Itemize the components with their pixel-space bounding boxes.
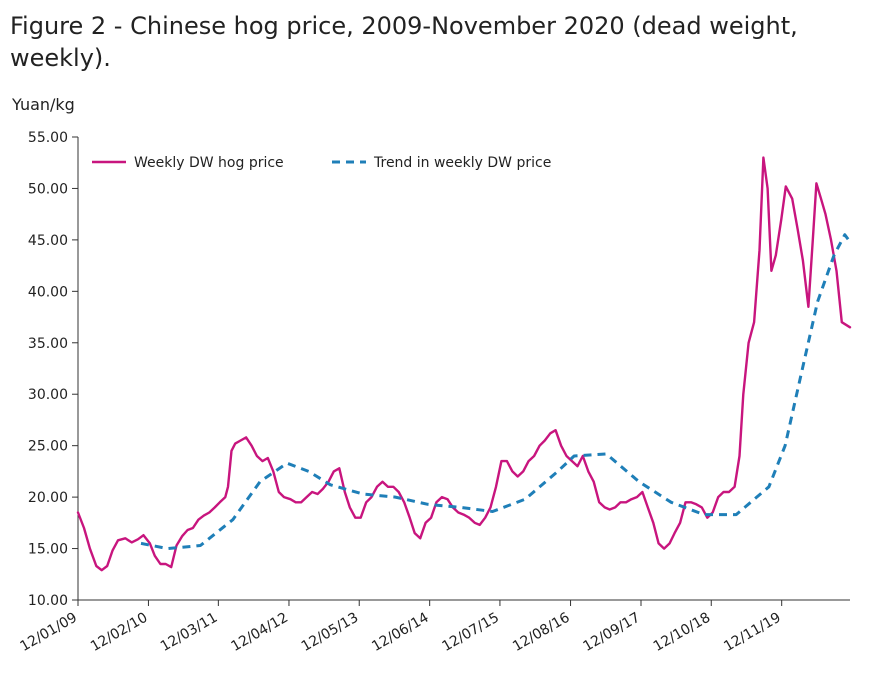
y-tick-label: 40.00 — [28, 284, 68, 300]
legend-label-weekly-price: Weekly DW hog price — [134, 155, 284, 171]
x-tick-label: 12/07/15 — [439, 610, 501, 655]
x-tick-label: 12/02/10 — [88, 610, 150, 655]
y-axis-unit-label: Yuan/kg — [11, 95, 75, 114]
y-tick-label: 50.00 — [28, 181, 68, 197]
x-tick-label: 12/10/18 — [651, 610, 713, 655]
x-tick-label: 12/06/14 — [369, 610, 432, 655]
x-tick-label: 12/09/17 — [581, 610, 643, 655]
x-tick-label: 12/05/13 — [299, 610, 361, 655]
x-tick-label: 12/08/16 — [510, 610, 573, 655]
series-line-trend — [140, 233, 852, 551]
y-tick-label: 20.00 — [28, 490, 68, 506]
series-line-weekly-price — [76, 156, 852, 572]
y-tick-label: 35.00 — [28, 336, 68, 352]
x-tick-label: 12/01/09 — [18, 610, 80, 655]
x-tick-label: 12/03/11 — [158, 610, 220, 655]
y-tick-label: 25.00 — [28, 439, 68, 455]
x-tick-label: 12/11/19 — [721, 610, 783, 655]
x-tick-label: 12/04/12 — [229, 610, 291, 655]
y-tick-label: 15.00 — [28, 542, 68, 558]
legend: Weekly DW hog price Trend in weekly DW pr… — [92, 155, 551, 171]
y-tick-label: 30.00 — [28, 387, 68, 403]
y-axis: 10.00 15.00 20.00 25.00 30.00 35.00 40.00 45.00… — [28, 130, 79, 609]
chart-title: Figure 2 - Chinese hog price, 2009-Novem… — [10, 12, 798, 72]
plot-area — [76, 156, 852, 572]
y-tick-label: 55.00 — [28, 130, 68, 146]
y-tick-label: 45.00 — [28, 233, 68, 249]
x-axis: 12/01/09 12/02/10 12/03/11 12/04/12 12/05/13… — [18, 599, 850, 655]
legend-label-trend: Trend in weekly DW price — [373, 155, 551, 171]
y-tick-label: 10.00 — [28, 593, 68, 609]
